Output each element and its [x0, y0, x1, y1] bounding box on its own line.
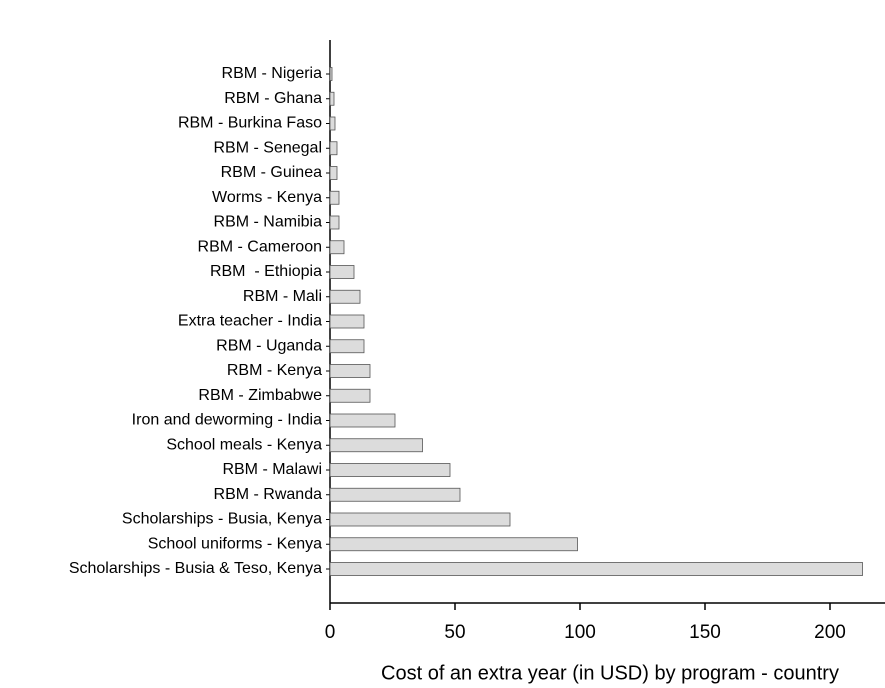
- y-tick-label: School uniforms - Kenya: [148, 535, 322, 552]
- y-tick-label: RBM - Namibia: [214, 214, 323, 231]
- bar: [329, 463, 451, 477]
- bar: [329, 487, 461, 502]
- y-tick-label: RBM - Uganda: [216, 337, 322, 354]
- y-tick-label: Scholarships - Busia, Kenya: [122, 511, 322, 528]
- bar: [329, 388, 371, 403]
- x-tick-label: 200: [814, 622, 846, 643]
- bar: [329, 413, 396, 428]
- bar: [329, 91, 335, 106]
- y-tick-label: RBM - Malawi: [222, 461, 322, 478]
- bar: [329, 438, 423, 453]
- bar: [329, 215, 340, 230]
- bar: [329, 512, 511, 527]
- x-tick-label: 150: [689, 622, 721, 643]
- bar: [329, 537, 578, 552]
- y-tick-label: RBM - Senegal: [214, 139, 323, 156]
- y-tick-label: Iron and deworming - India: [132, 412, 322, 429]
- y-tick-label: RBM - Rwanda: [214, 486, 323, 503]
- y-tick-label: RBM - Nigeria: [222, 65, 323, 82]
- x-tick-label: 100: [564, 622, 596, 643]
- bar: [329, 289, 361, 304]
- y-tick-label: RBM - Guinea: [221, 164, 322, 181]
- bar: [329, 562, 863, 576]
- x-tick-label: 0: [325, 622, 336, 643]
- x-axis-title: Cost of an extra year (in USD) by progra…: [381, 662, 839, 684]
- bar: [329, 141, 338, 156]
- bar: [329, 339, 365, 354]
- bar: [329, 116, 336, 131]
- y-tick-label: RBM - Mali: [243, 288, 322, 305]
- y-tick-label: RBM - Ethiopia: [210, 263, 322, 280]
- y-tick-label: Worms - Kenya: [212, 189, 322, 206]
- y-tick-label: RBM - Burkina Faso: [178, 115, 322, 132]
- bar: [329, 364, 371, 378]
- bar: [329, 67, 333, 81]
- bar: [329, 314, 365, 329]
- y-tick-label: School meals - Kenya: [166, 436, 322, 453]
- bar: [329, 190, 340, 205]
- y-tick-label: RBM - Ghana: [224, 90, 322, 107]
- bar: [329, 240, 345, 255]
- y-tick-label: RBM - Kenya: [227, 362, 322, 379]
- y-tick-label: RBM - Cameroon: [198, 238, 322, 255]
- y-tick-label: Extra teacher - India: [178, 313, 322, 330]
- y-tick-label: RBM - Zimbabwe: [198, 387, 322, 404]
- x-tick-label: 50: [444, 622, 465, 643]
- bar: [329, 166, 338, 180]
- y-tick-label: Scholarships - Busia & Teso, Kenya: [69, 560, 322, 577]
- bar: [329, 265, 355, 279]
